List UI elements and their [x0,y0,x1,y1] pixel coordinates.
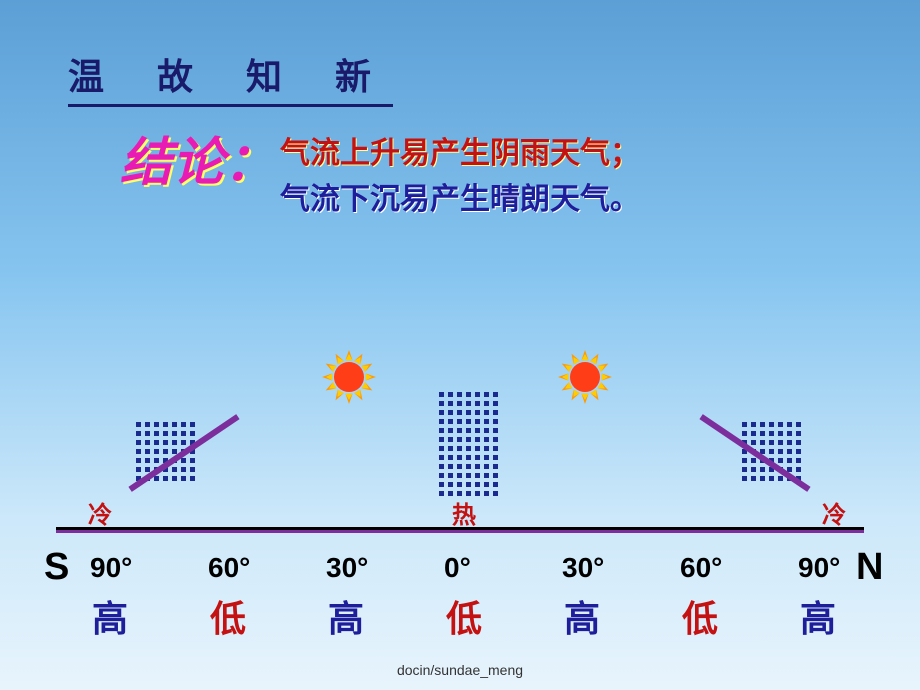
diagram-area: 冷热冷 S N 90°60°30°0°30°60°90° 高低高低高低高 [0,330,920,610]
high-label: 高 [92,590,128,642]
conclusion-line2: 气流下沉易产生晴朗天气。 [280,174,640,218]
degree-label: 60° [680,552,722,584]
sun-icon [558,350,612,404]
footer-credit: docin/sundae_meng [0,662,920,678]
high-label: 高 [800,590,836,642]
degree-label: 60° [208,552,250,584]
high-label: 高 [328,590,364,642]
degree-label: 30° [562,552,604,584]
low-label: 低 [210,590,246,642]
temp-label: 冷 [822,495,846,530]
high-label: 高 [564,590,600,642]
slide-header: 温 故 知 新 [68,48,393,107]
low-label: 低 [682,590,718,642]
rain-dots [437,390,500,498]
conclusion-block: 结论： 气流上升易产生阴雨天气； 气流下沉易产生晴朗天气。 [120,120,820,218]
sun-icon [322,350,376,404]
degree-label: 0° [444,552,471,584]
degree-label: 90° [798,552,840,584]
degree-label: 90° [90,552,132,584]
south-label: S [44,546,69,589]
conclusion-text: 气流上升易产生阴雨天气； 气流下沉易产生晴朗天气。 [280,128,640,218]
north-label: N [856,546,883,589]
temp-label: 热 [452,495,476,530]
temp-label: 冷 [88,495,112,530]
degree-label: 30° [326,552,368,584]
conclusion-line1: 气流上升易产生阴雨天气； [280,128,640,172]
conclusion-label: 结论： [120,120,276,195]
low-label: 低 [446,590,482,642]
